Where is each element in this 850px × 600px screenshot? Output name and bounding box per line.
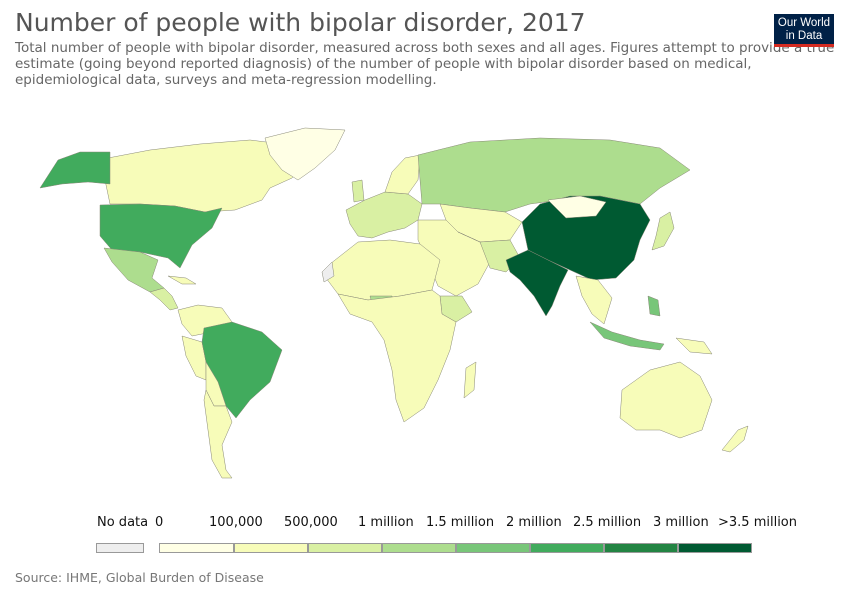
legend-swatch[interactable] <box>678 543 752 553</box>
legend-tick-label: 2 million <box>506 515 562 530</box>
country-india[interactable] <box>505 249 569 317</box>
region-western-sahara[interactable] <box>321 261 335 283</box>
legend-tick-label: 100,000 <box>209 515 263 530</box>
legend-no-data-label: No data <box>97 515 149 530</box>
country-philippines[interactable] <box>647 295 661 317</box>
country-greenland[interactable] <box>264 127 346 181</box>
country-australia[interactable] <box>619 361 713 439</box>
country-alaska[interactable] <box>39 151 111 189</box>
country-cuba[interactable] <box>167 275 197 285</box>
country-papua-new-guinea[interactable] <box>675 337 713 355</box>
legend-tick-label: 1.5 million <box>426 515 495 530</box>
legend-tick-label: 2.5 million <box>573 515 642 530</box>
legend-swatch[interactable] <box>159 543 234 553</box>
legend-swatch[interactable] <box>456 543 530 553</box>
legend-swatch[interactable] <box>382 543 456 553</box>
legend-tick-label: 500,000 <box>284 515 338 530</box>
country-united-kingdom[interactable] <box>351 179 365 203</box>
legend-swatch-no-data[interactable] <box>96 543 144 553</box>
legend-swatch[interactable] <box>530 543 604 553</box>
region-western-europe[interactable] <box>345 191 423 239</box>
legend-tick-label: 1 million <box>358 515 414 530</box>
legend-swatch[interactable] <box>234 543 308 553</box>
owid-logo[interactable]: Our World in Data <box>774 14 834 47</box>
logo-line-2: in Data <box>785 30 823 42</box>
country-new-zealand[interactable] <box>721 425 749 453</box>
region-sub-saharan-africa[interactable] <box>337 289 457 423</box>
region-scandinavia[interactable] <box>384 154 421 195</box>
country-mongolia[interactable] <box>547 195 607 219</box>
source-note: Source: IHME, Global Burden of Disease <box>15 570 264 585</box>
legend-tick-label: 3 million <box>653 515 709 530</box>
world-map[interactable] <box>0 100 850 510</box>
legend-tick-label: >3.5 million <box>718 515 798 530</box>
region-southern-cone[interactable] <box>203 389 233 479</box>
legend-swatch[interactable] <box>308 543 382 553</box>
country-madagascar[interactable] <box>463 361 477 399</box>
country-japan[interactable] <box>651 211 675 251</box>
region-central-america[interactable] <box>149 287 179 311</box>
country-canada[interactable] <box>104 139 306 213</box>
logo-line-1: Our World <box>777 17 831 29</box>
country-indonesia[interactable] <box>589 321 665 351</box>
chart-subtitle: Total number of people with bipolar diso… <box>15 40 835 88</box>
legend-swatch[interactable] <box>604 543 678 553</box>
legend-tick-label: 0 <box>155 515 164 530</box>
region-southeast-asia[interactable] <box>575 275 613 325</box>
region-north-africa[interactable] <box>325 239 441 301</box>
chart-title: Number of people with bipolar disorder, … <box>15 8 586 37</box>
